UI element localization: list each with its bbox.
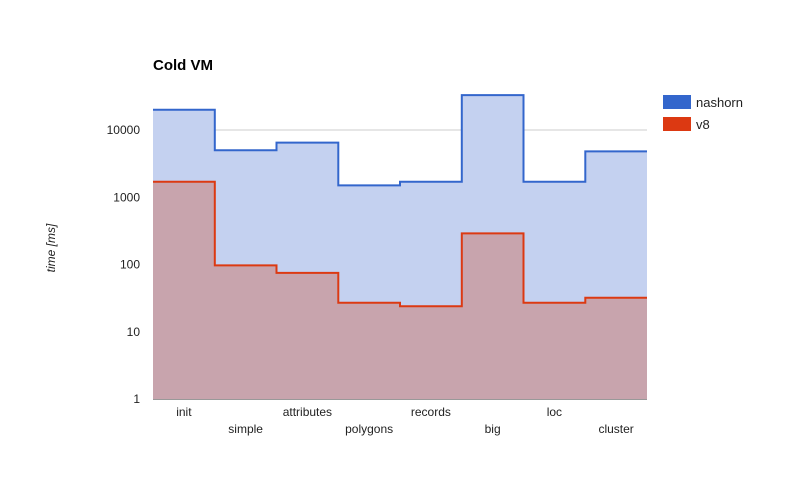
y-tick-label: 10000 (107, 123, 141, 137)
y-tick-label: 100 (120, 258, 140, 272)
y-tick-label: 1000 (113, 190, 140, 204)
legend: nashorn v8 (663, 95, 743, 132)
legend-swatch-v8 (663, 117, 691, 131)
legend-label-nashorn: nashorn (696, 95, 743, 110)
line-v8 (153, 180, 647, 308)
chart-title: Cold VM (153, 57, 213, 74)
y-tick-labels: 1 10 100 1000 10000 (107, 123, 141, 406)
x-category-label: big (485, 422, 501, 436)
x-category-label: simple (228, 422, 263, 436)
area-layer (153, 95, 647, 399)
legend-label-v8: v8 (696, 117, 710, 132)
y-tick-label: 1 (133, 392, 140, 406)
x-category-label: attributes (283, 405, 332, 419)
x-category-label: init (176, 405, 192, 419)
x-category-label: polygons (345, 422, 393, 436)
legend-swatch-nashorn (663, 95, 691, 109)
line-layer (153, 94, 647, 308)
x-category-labels: init simple attributes polygons records big lo… (176, 405, 634, 436)
line-nashorn (153, 94, 647, 187)
y-tick-label: 10 (127, 325, 141, 339)
x-category-label: loc (547, 405, 562, 419)
y-axis-label: time [ms] (44, 223, 58, 272)
x-category-label: records (411, 405, 451, 419)
x-category-label: cluster (598, 422, 633, 436)
